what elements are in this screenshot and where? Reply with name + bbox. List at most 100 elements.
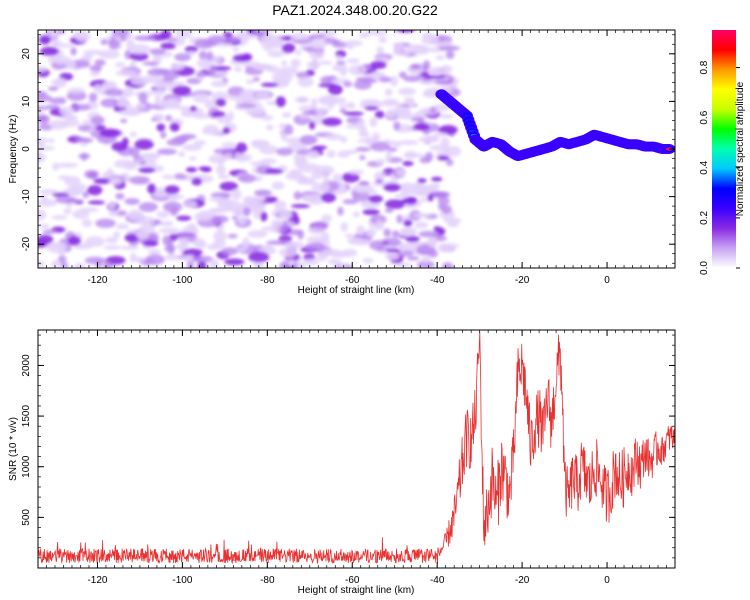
noise-blob bbox=[427, 237, 437, 248]
noise-blob bbox=[115, 192, 125, 200]
noise-blob bbox=[208, 197, 228, 202]
noise-blob bbox=[265, 124, 274, 131]
noise-blob bbox=[374, 110, 385, 119]
noise-blob bbox=[105, 237, 119, 244]
noise-blob bbox=[407, 255, 420, 261]
noise-blob bbox=[422, 60, 431, 72]
noise-blob bbox=[426, 74, 447, 79]
noise-blob bbox=[271, 71, 294, 83]
noise-blob bbox=[154, 95, 162, 106]
noise-blob bbox=[238, 174, 257, 183]
x-tick-label: -20 bbox=[515, 575, 530, 586]
noise-blob bbox=[174, 53, 192, 62]
noise-blob bbox=[234, 151, 246, 162]
x-tick-label: 0 bbox=[604, 575, 610, 586]
noise-blob bbox=[235, 142, 248, 154]
noise-blob bbox=[431, 176, 443, 182]
noise-blob bbox=[129, 175, 151, 185]
noise-blob bbox=[38, 209, 47, 221]
noise-blob bbox=[352, 191, 371, 202]
noise-blob bbox=[38, 151, 44, 162]
noise-blob bbox=[145, 254, 165, 266]
noise-blob bbox=[125, 39, 135, 51]
noise-blob bbox=[124, 198, 140, 205]
noise-blob bbox=[53, 43, 74, 48]
noise-blob bbox=[211, 215, 229, 224]
noise-blob bbox=[312, 145, 328, 150]
noise-blob bbox=[227, 233, 238, 239]
noise-blob bbox=[124, 86, 134, 98]
noise-blob bbox=[281, 112, 292, 118]
noise-blob bbox=[66, 185, 83, 197]
y-tick-label: 0 bbox=[21, 146, 32, 152]
noise-blob bbox=[48, 138, 55, 144]
noise-blob bbox=[307, 150, 320, 159]
noise-blob bbox=[299, 135, 318, 145]
noise-blob bbox=[210, 80, 228, 88]
noise-blob bbox=[370, 142, 391, 152]
noise-blob bbox=[162, 201, 183, 213]
noise-blob bbox=[384, 88, 393, 97]
noise-blob bbox=[46, 243, 66, 248]
noise-blob bbox=[403, 97, 414, 104]
y-tick-label: 1500 bbox=[21, 405, 32, 428]
noise-blob bbox=[139, 160, 147, 165]
noise-blob bbox=[127, 209, 144, 221]
noise-blob bbox=[108, 177, 122, 186]
noise-blob bbox=[248, 251, 270, 263]
noise-blob bbox=[278, 235, 293, 242]
noise-blob bbox=[255, 140, 270, 148]
noise-blob bbox=[156, 123, 166, 132]
noise-blob bbox=[81, 137, 94, 143]
noise-blob bbox=[242, 237, 250, 249]
y-tick-label: 2000 bbox=[21, 354, 32, 377]
noise-blob bbox=[296, 180, 318, 185]
noise-blob bbox=[236, 103, 257, 109]
noise-blob bbox=[106, 168, 114, 177]
noise-blob bbox=[348, 169, 365, 175]
noise-blob bbox=[430, 184, 439, 193]
noise-blob bbox=[188, 156, 197, 161]
noise-blob bbox=[402, 160, 414, 167]
noise-blob bbox=[393, 121, 401, 131]
noise-blob bbox=[384, 207, 394, 213]
noise-blob bbox=[175, 135, 191, 142]
noise-blob bbox=[372, 132, 381, 140]
noise-blob bbox=[149, 48, 167, 55]
noise-blob bbox=[94, 59, 106, 66]
noise-blob bbox=[186, 223, 198, 235]
noise-blob bbox=[138, 202, 158, 212]
colorbar: 0.0 0.2 0.4 0.6 0.8 Normalized spectral ampl… bbox=[699, 30, 746, 275]
noise-blob bbox=[418, 230, 438, 238]
noise-blob bbox=[218, 201, 233, 207]
noise-blob bbox=[171, 64, 185, 71]
noise-blob bbox=[339, 136, 348, 143]
noise-blob bbox=[419, 156, 432, 164]
noise-blob bbox=[285, 137, 305, 144]
noise-blob bbox=[135, 103, 146, 110]
noise-blob bbox=[60, 262, 69, 268]
noise-blob bbox=[278, 211, 292, 219]
chart-title: PAZ1.2024.348.00.20.G22 bbox=[272, 2, 438, 18]
noise-blob bbox=[290, 58, 301, 68]
noise-blob bbox=[129, 131, 138, 137]
noise-blob bbox=[294, 157, 308, 166]
noise-blob bbox=[38, 260, 46, 267]
noise-blob bbox=[38, 114, 51, 124]
noise-blob bbox=[254, 189, 271, 197]
noise-blob bbox=[314, 165, 335, 175]
noise-blob bbox=[376, 46, 385, 55]
signal-track bbox=[435, 89, 675, 162]
noise-blob bbox=[429, 106, 437, 114]
noise-blob bbox=[274, 200, 287, 211]
noise-blob bbox=[346, 58, 360, 64]
noise-blob bbox=[327, 258, 342, 265]
noise-blob bbox=[231, 215, 238, 220]
noise-blob bbox=[70, 47, 77, 56]
noise-blob bbox=[438, 45, 460, 51]
noise-blob bbox=[215, 98, 227, 107]
noise-blob bbox=[192, 113, 212, 119]
noise-blob bbox=[252, 76, 261, 82]
noise-blob bbox=[103, 245, 122, 250]
noise-blob bbox=[167, 98, 181, 108]
